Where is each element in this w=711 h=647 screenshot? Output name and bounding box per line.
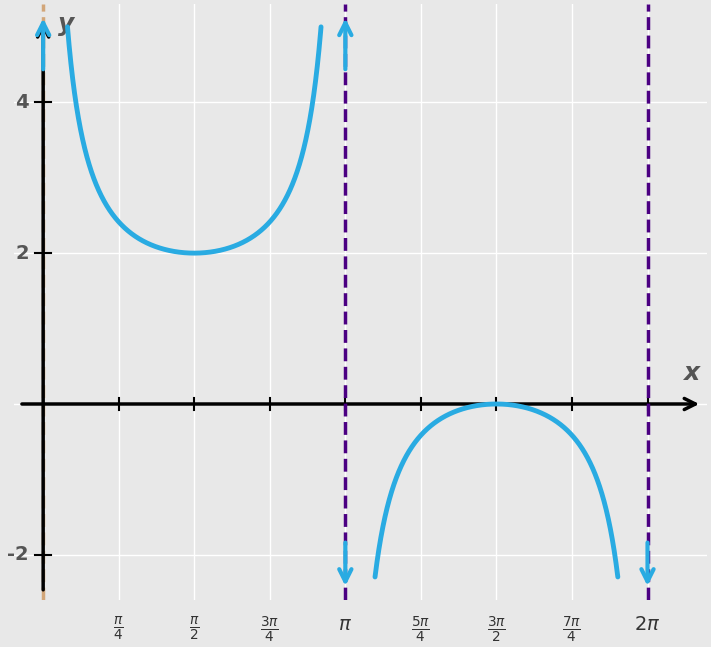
Text: x: x <box>683 361 699 385</box>
Text: $\pi$: $\pi$ <box>338 615 353 634</box>
Text: $\frac{\pi}{4}$: $\frac{\pi}{4}$ <box>113 615 124 643</box>
Text: $2\pi$: $2\pi$ <box>634 615 661 634</box>
Text: -2: -2 <box>7 545 28 564</box>
Text: 4: 4 <box>15 93 28 112</box>
Text: 2: 2 <box>15 244 28 263</box>
Text: $\frac{\pi}{2}$: $\frac{\pi}{2}$ <box>189 615 200 643</box>
Text: y: y <box>58 12 74 36</box>
Text: $\frac{7\pi}{4}$: $\frac{7\pi}{4}$ <box>562 615 582 645</box>
Text: $\frac{3\pi}{4}$: $\frac{3\pi}{4}$ <box>260 615 279 645</box>
Text: $\frac{3\pi}{2}$: $\frac{3\pi}{2}$ <box>487 615 506 645</box>
Text: $\frac{5\pi}{4}$: $\frac{5\pi}{4}$ <box>412 615 430 645</box>
